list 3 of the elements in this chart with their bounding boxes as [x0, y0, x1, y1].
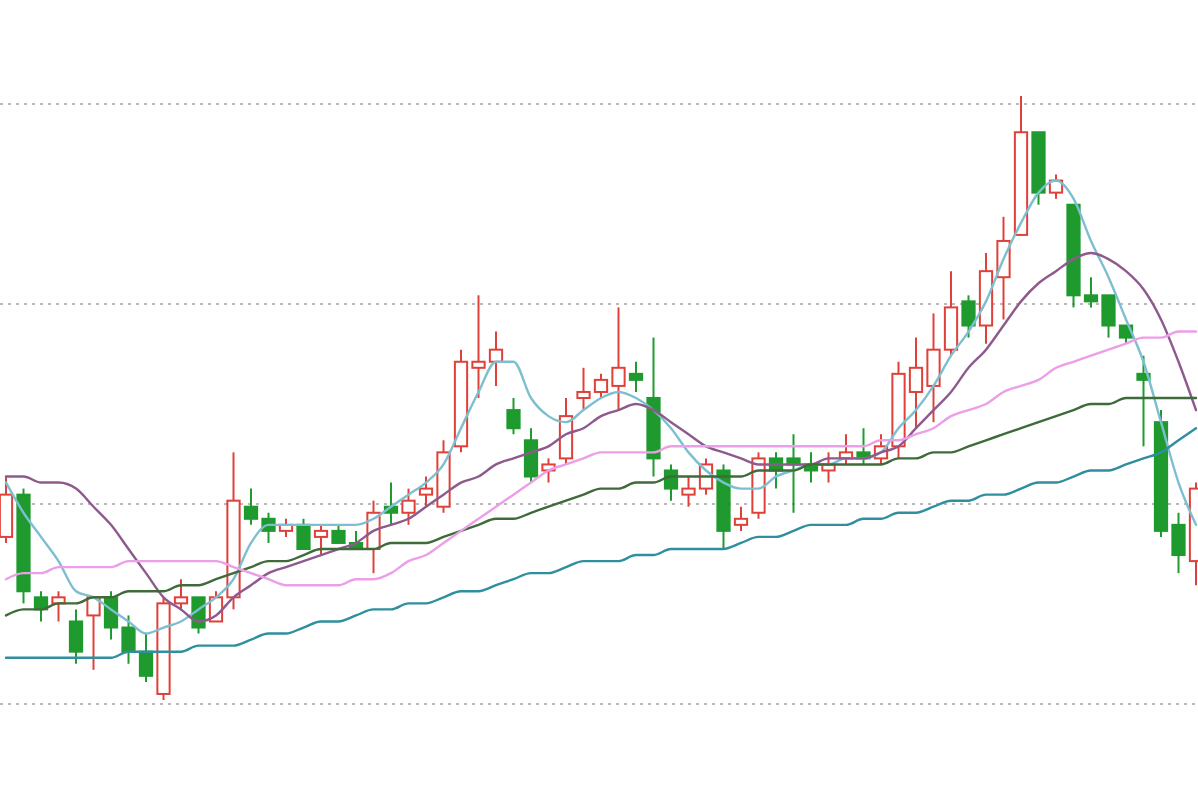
candlestick — [646, 336, 661, 478]
candlestick — [1136, 354, 1151, 448]
candlestick — [628, 360, 644, 393]
